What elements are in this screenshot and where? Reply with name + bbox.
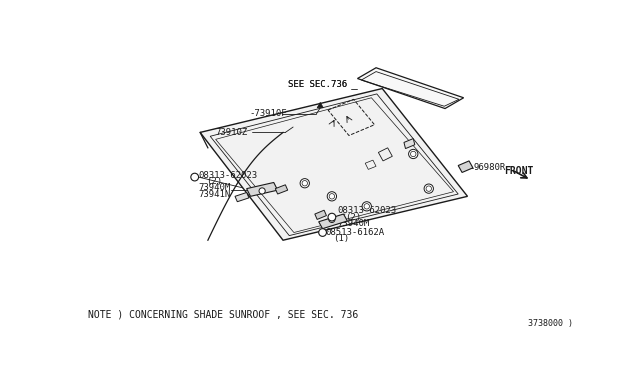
Polygon shape [458, 161, 473, 173]
Text: 73940M: 73940M [337, 219, 369, 228]
Circle shape [259, 188, 265, 194]
Text: (2): (2) [345, 213, 361, 222]
Circle shape [424, 184, 433, 193]
Polygon shape [200, 89, 467, 240]
Circle shape [329, 217, 335, 222]
Polygon shape [246, 183, 278, 196]
Text: 96980R: 96980R [474, 163, 506, 172]
Polygon shape [315, 210, 326, 219]
Text: 3738000 ): 3738000 ) [528, 319, 573, 328]
Text: (2): (2) [206, 177, 223, 186]
Text: S: S [320, 230, 325, 235]
Text: SEE SEC.736: SEE SEC.736 [289, 80, 348, 89]
Text: (1): (1) [333, 234, 349, 243]
Polygon shape [319, 214, 348, 229]
Circle shape [319, 229, 326, 236]
Text: FRONT: FRONT [504, 166, 533, 176]
Text: S: S [330, 215, 334, 219]
Circle shape [362, 202, 371, 211]
Polygon shape [404, 139, 415, 148]
Polygon shape [317, 102, 323, 108]
Polygon shape [275, 185, 288, 194]
Circle shape [191, 173, 198, 181]
Text: S: S [193, 174, 197, 180]
Circle shape [327, 192, 337, 201]
Text: 08313-62023: 08313-62023 [337, 206, 396, 215]
Circle shape [328, 213, 336, 221]
Polygon shape [235, 192, 249, 202]
Text: 73940M: 73940M [198, 183, 231, 192]
Text: 73910Z: 73910Z [216, 128, 248, 137]
Circle shape [300, 179, 309, 188]
Text: 08313-62023: 08313-62023 [198, 171, 258, 180]
Text: 08513-6162A: 08513-6162A [325, 228, 384, 237]
Circle shape [408, 150, 418, 158]
Text: -73910F: -73910F [249, 109, 287, 118]
Polygon shape [358, 68, 463, 109]
Text: 73941N: 73941N [198, 189, 231, 199]
Text: NOTE ) CONCERNING SHADE SUNROOF , SEE SEC. 736: NOTE ) CONCERNING SHADE SUNROOF , SEE SE… [88, 309, 358, 319]
Text: SEE SEC.736: SEE SEC.736 [289, 80, 348, 89]
